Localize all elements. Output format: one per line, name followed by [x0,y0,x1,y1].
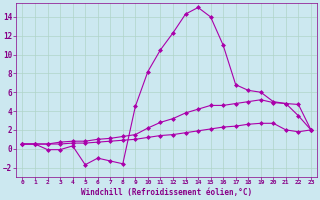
X-axis label: Windchill (Refroidissement éolien,°C): Windchill (Refroidissement éolien,°C) [81,188,252,197]
